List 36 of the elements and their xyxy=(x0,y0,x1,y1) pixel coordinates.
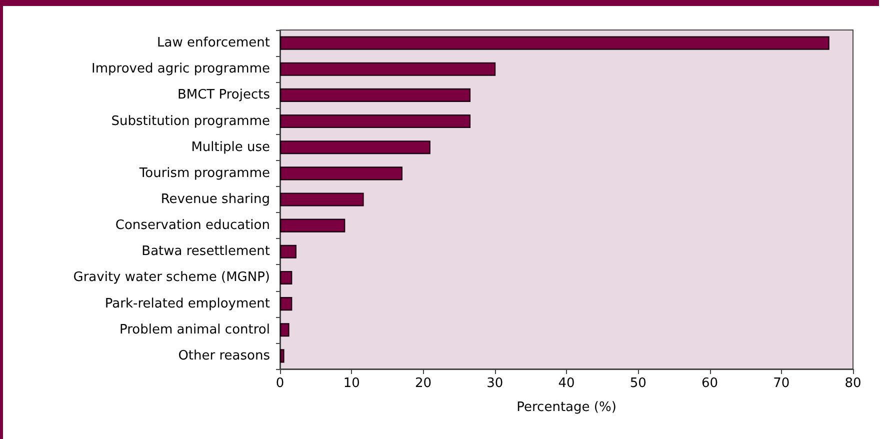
x-tick-label: 70 xyxy=(773,376,790,391)
bar xyxy=(280,323,290,337)
x-tick-label: 80 xyxy=(844,376,862,391)
bar xyxy=(280,270,292,285)
bar xyxy=(280,140,430,154)
y-tick-label: Improved agric programme xyxy=(92,62,270,77)
y-tick-label: Gravity water scheme (MGNP) xyxy=(73,270,270,286)
y-tick-label: BMCT Projects xyxy=(177,88,270,103)
bar xyxy=(280,349,284,363)
x-tick-label: 40 xyxy=(558,376,575,391)
y-tick-label: Tourism programme xyxy=(138,166,270,181)
bar xyxy=(280,62,496,76)
bar xyxy=(280,114,471,128)
x-tick-label: 10 xyxy=(343,376,360,391)
x-tick-label: 30 xyxy=(486,376,504,391)
y-tick-label: Problem animal control xyxy=(119,322,270,338)
bar xyxy=(280,88,471,102)
y-tick-label: Law enforcement xyxy=(157,36,270,51)
y-tick-label: Batwa resettlement xyxy=(142,244,270,260)
y-tick-label: Substitution programme xyxy=(111,114,270,129)
y-tick-label: Revenue sharing xyxy=(160,192,270,207)
bar xyxy=(280,192,364,206)
y-tick-label: Multiple use xyxy=(191,140,270,155)
bar xyxy=(280,297,292,311)
x-tick-label: 50 xyxy=(630,376,646,391)
bar xyxy=(280,36,830,50)
x-tick-label: 20 xyxy=(414,376,432,391)
x-tick-label: 0 xyxy=(276,376,284,391)
bar xyxy=(280,166,402,180)
y-tick-label: Park-related employment xyxy=(104,296,270,312)
x-tick-label: 60 xyxy=(701,376,718,391)
bar xyxy=(280,244,296,258)
bar xyxy=(280,218,346,232)
x-axis-title: Percentage (%) xyxy=(516,400,616,415)
y-tick-label: Other reasons xyxy=(178,348,270,364)
y-tick-label: Conservation education xyxy=(115,218,270,234)
